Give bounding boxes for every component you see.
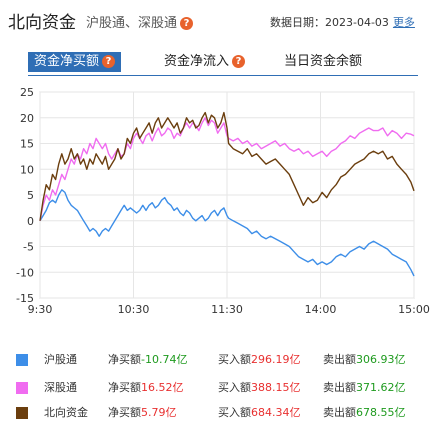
net-label: 净买额: [108, 353, 141, 366]
help-icon[interactable]: ?: [232, 55, 246, 68]
tab-underline: [28, 75, 418, 76]
y-tick-label: 10: [20, 163, 34, 176]
legend-name: 北向资金: [44, 406, 88, 419]
x-tick-label: 10:30: [118, 303, 150, 316]
x-axis-ticks: 9:30 10:30 11:30 14:00 15:00: [28, 303, 430, 316]
net-buy: 净买额16.52亿: [108, 378, 184, 398]
y-axis-ticks: 25 20 15 10 5 0 -5 -10 -15: [16, 86, 34, 305]
net-label: 净买额: [108, 406, 141, 419]
sell-amount: 卖出额678.55亿: [323, 403, 406, 423]
subtitle-text: 沪股通、深股通: [86, 16, 178, 31]
net-value: 5.79亿: [141, 406, 177, 419]
sell-value: 306.93亿: [356, 353, 406, 366]
y-tick-label: 20: [20, 112, 34, 125]
net-value: -10.74亿: [141, 353, 188, 366]
net-label: 净买额: [108, 381, 141, 394]
date-area: 数据日期：2023-04-03 更多: [270, 14, 415, 30]
x-tick-label: 11:30: [211, 303, 243, 316]
tab-net-inflow-label: 资金净流入: [164, 54, 230, 69]
help-icon[interactable]: ?: [102, 55, 116, 68]
page-subtitle: 沪股通、深股通?: [86, 12, 194, 31]
sell-label: 卖出额: [323, 381, 356, 394]
page-title: 北向资金: [8, 13, 76, 33]
buy-label: 买入额: [218, 353, 251, 366]
buy-amount: 买入额296.19亿: [218, 350, 301, 370]
y-tick-label: -15: [16, 292, 34, 305]
buy-amount: 买入额388.15亿: [218, 378, 301, 398]
sell-amount: 卖出额371.62亿: [323, 378, 406, 398]
buy-value: 388.15亿: [251, 381, 301, 394]
net-value: 16.52亿: [141, 381, 184, 394]
tab-daily-balance-label: 当日资金余额: [284, 54, 363, 69]
x-tick-label: 15:00: [398, 303, 430, 316]
series-line-1: [39, 117, 415, 221]
tab-net-buy[interactable]: 资金净买额?: [28, 52, 122, 72]
legend-row-sz: 深股通 净买额16.52亿 买入额388.15亿 卖出额371.62亿: [0, 378, 446, 398]
sell-label: 卖出额: [323, 353, 356, 366]
buy-value: 296.19亿: [251, 353, 301, 366]
legend-name: 沪股通: [44, 353, 77, 366]
y-tick-label: 0: [27, 215, 34, 228]
net-buy: 净买额5.79亿: [108, 403, 177, 423]
x-tick-label: 14:00: [305, 303, 337, 316]
y-tick-label: -5: [23, 241, 34, 254]
chart-grid: [39, 91, 415, 299]
y-tick-label: -10: [16, 266, 34, 279]
y-tick-label: 15: [20, 138, 34, 151]
series-line-0: [39, 189, 415, 277]
x-tick-label: 9:30: [28, 303, 53, 316]
sell-value: 371.62亿: [356, 381, 406, 394]
legend-name: 深股通: [44, 381, 77, 394]
series-line-2: [39, 111, 415, 221]
sell-label: 卖出额: [323, 406, 356, 419]
tab-net-buy-label: 资金净买额: [34, 54, 100, 69]
legend-swatch: [16, 407, 28, 419]
y-tick-label: 5: [27, 189, 34, 202]
sell-value: 678.55亿: [356, 406, 406, 419]
tab-daily-balance[interactable]: 当日资金余额: [284, 52, 362, 72]
buy-label: 买入额: [218, 406, 251, 419]
date-value: 2023-04-03: [325, 16, 389, 29]
net-buy: 净买额-10.74亿: [108, 350, 187, 370]
legend-swatch: [16, 382, 28, 394]
tab-bar: 资金净买额? 资金净流入? 当日资金余额: [0, 48, 446, 76]
legend-row-north: 北向资金 净买额5.79亿 买入额684.34亿 卖出额678.55亿: [0, 403, 446, 423]
sell-amount: 卖出额306.93亿: [323, 350, 406, 370]
tab-net-inflow[interactable]: 资金净流入?: [164, 52, 246, 72]
legend-swatch: [16, 354, 28, 366]
line-chart: 25 20 15 10 5 0 -5 -10 -15 9:30 10:30 11:30 14:00 15…: [16, 86, 430, 316]
help-icon[interactable]: ?: [180, 17, 194, 30]
buy-amount: 买入额684.34亿: [218, 403, 301, 423]
more-link[interactable]: 更多: [392, 16, 415, 29]
buy-label: 买入额: [218, 381, 251, 394]
header: 北向资金 沪股通、深股通? 数据日期：2023-04-03 更多: [0, 0, 446, 36]
legend-row-sh: 沪股通 净买额-10.74亿 买入额296.19亿 卖出额306.93亿: [0, 350, 446, 370]
date-label: 数据日期：: [270, 16, 325, 29]
y-tick-label: 25: [20, 86, 34, 99]
buy-value: 684.34亿: [251, 406, 301, 419]
chart-series: [39, 111, 415, 277]
